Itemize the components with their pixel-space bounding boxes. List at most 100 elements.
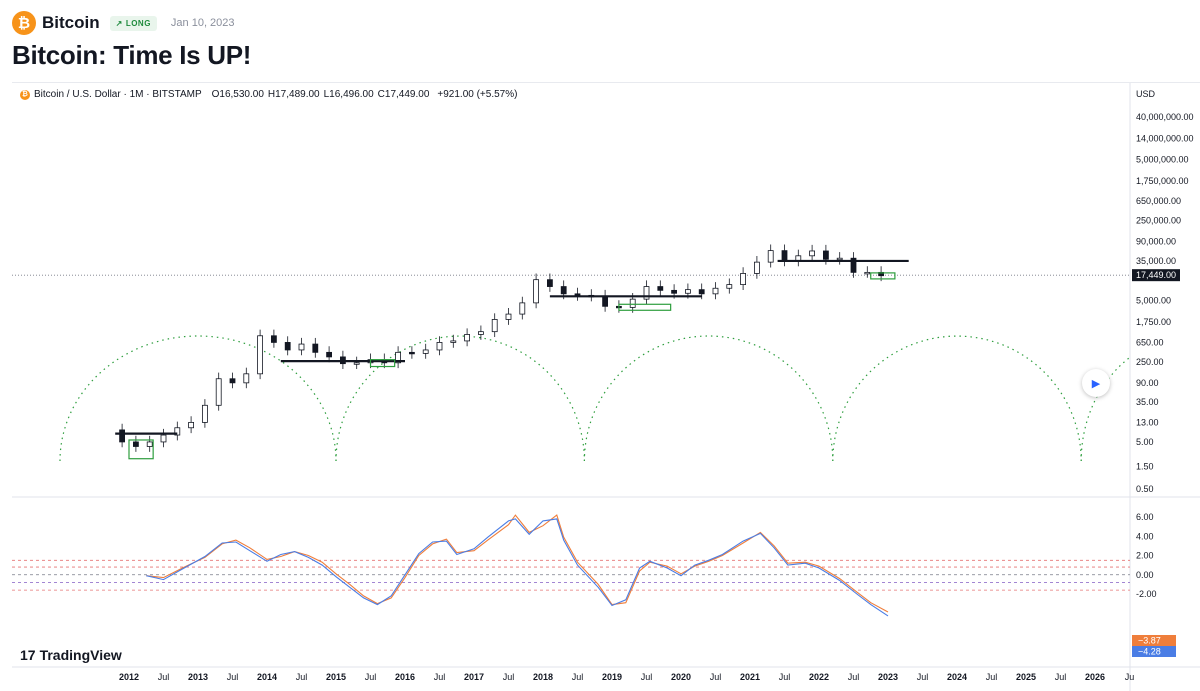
- time-tick-label: 2021: [740, 672, 760, 682]
- candle-body-41: [671, 289, 677, 294]
- time-tick-label: 2012: [119, 672, 139, 682]
- candle-body-28: [491, 319, 498, 333]
- candle-body-55: [864, 271, 871, 275]
- price-tick-label: 1,750.00: [1136, 317, 1171, 327]
- price-tick-label: 250.00: [1136, 357, 1164, 367]
- chart-panel[interactable]: USD 40,000,000.00 14,000,000.00 5,000,000.0…: [12, 82, 1200, 691]
- ohlc-low: L16,496.00: [323, 89, 374, 100]
- currency-label: USD: [1136, 89, 1156, 99]
- candle-body-33: [560, 286, 567, 295]
- candle-body-24: [436, 342, 443, 351]
- price-tick-label: 1,750,000.00: [1136, 176, 1189, 186]
- last-price-tag-bg: [1132, 269, 1180, 282]
- long-badge: ↗ LONG: [109, 15, 157, 31]
- oscillator-tick-label: 0.00: [1136, 570, 1154, 580]
- candle-body-8: [215, 378, 222, 406]
- time-tick-label: Jul: [296, 672, 308, 682]
- time-tick-label: Jul: [503, 672, 515, 682]
- candle-body-23: [422, 349, 429, 354]
- candle-body-54: [850, 257, 857, 273]
- time-tick-label: Jul: [434, 672, 446, 682]
- time-tick-label: 2024: [947, 672, 967, 682]
- candle-body-48: [767, 250, 774, 263]
- oscillator-last-tag-0: −3.87: [1138, 636, 1161, 646]
- candle-body-21: [395, 351, 402, 364]
- price-tick-label: 650,000.00: [1136, 196, 1181, 206]
- candle-body-38: [629, 298, 636, 308]
- instrument-name[interactable]: Bitcoin / U.S. Dollar · 1M · BITSTAMP: [34, 89, 202, 100]
- price-tick-label: 14,000,000.00: [1136, 133, 1194, 143]
- candle-body-18: [353, 362, 360, 365]
- candle-body-29: [505, 313, 512, 320]
- oscillator-tick-label: 2.00: [1136, 551, 1154, 561]
- candle-body-53: [836, 257, 843, 261]
- candle-body-40: [657, 286, 664, 291]
- symbol-link[interactable]: Bitcoin: [42, 13, 100, 32]
- arrow-up-right-icon: ↗: [115, 18, 123, 28]
- time-tick-label: Jul: [710, 672, 722, 682]
- price-tick-label: 5.00: [1136, 437, 1154, 447]
- oscillator-series-0: [146, 514, 889, 613]
- chart-svg[interactable]: USD 40,000,000.00 14,000,000.00 5,000,000.0…: [12, 83, 1200, 691]
- price-tick-label: 250,000.00: [1136, 216, 1181, 226]
- time-tick-label: Jul: [848, 672, 860, 682]
- badge-label: LONG: [125, 18, 151, 28]
- price-tick-label: 0.50: [1136, 484, 1154, 494]
- cycle-arc-3: [832, 335, 1082, 462]
- cycle-arc-1: [335, 335, 585, 462]
- candle-body-10: [243, 373, 250, 384]
- publish-date: Jan 10, 2023: [170, 17, 235, 29]
- candle-body-47: [754, 261, 760, 274]
- price-tick-label: 1.50: [1136, 462, 1154, 472]
- buy-zone-box-2: [618, 303, 672, 311]
- candle-body-15: [312, 343, 319, 353]
- candle-body-42: [685, 289, 691, 294]
- candle-body-13: [284, 342, 291, 351]
- price-tick-label: 5,000.00: [1136, 296, 1171, 306]
- tradingview-name: TradingView: [39, 647, 122, 663]
- buy-zone-box-1: [369, 359, 396, 368]
- time-tick-label: 2022: [809, 672, 829, 682]
- candle-body-6: [188, 421, 195, 429]
- bitcoin-icon: ₿: [20, 89, 30, 100]
- candle-body-25: [450, 340, 457, 343]
- cycle-arc-2: [583, 335, 834, 462]
- time-tick-label: 2015: [326, 672, 346, 682]
- buy-zone-box-0: [128, 439, 154, 460]
- time-tick-label: Jul: [779, 672, 791, 682]
- candle-body-36: [602, 295, 608, 307]
- candle-body-26: [464, 334, 471, 342]
- candle-body-12: [270, 335, 277, 343]
- price-tick-label: 5,000,000.00: [1136, 155, 1189, 165]
- ohlc-change: +921.00 (+5.57%): [437, 89, 518, 100]
- time-tick-label: 2014: [257, 672, 277, 682]
- ohlc-high: H17,489.00: [267, 89, 320, 100]
- time-tick-label: Jul: [365, 672, 377, 682]
- candle-body-7: [201, 404, 208, 423]
- time-tick-label: Jul: [986, 672, 998, 682]
- candle-body-51: [809, 250, 815, 257]
- oscillator-tick-label: 6.00: [1136, 512, 1154, 522]
- candle-body-44: [712, 287, 719, 295]
- candle-body-27: [477, 331, 484, 335]
- time-tick-label: 2020: [671, 672, 691, 682]
- candle-body-39: [643, 286, 650, 300]
- candle-body-5: [174, 427, 181, 436]
- play-icon[interactable]: ▶: [1082, 369, 1110, 397]
- candle-body-45: [726, 284, 733, 289]
- price-tick-label: 40,000,000.00: [1136, 112, 1194, 122]
- candle-body-14: [298, 343, 305, 351]
- time-tick-label: Jul: [917, 672, 929, 682]
- post-title: Bitcoin: Time Is UP!: [12, 40, 252, 70]
- time-tick-label: 2013: [188, 672, 208, 682]
- time-tick-label: Ju: [1125, 672, 1135, 682]
- candle-body-2: [133, 441, 139, 447]
- time-tick-label: Jul: [572, 672, 584, 682]
- time-tick-label: Jul: [158, 672, 170, 682]
- price-tick-label: 650.00: [1136, 337, 1164, 347]
- time-tick-label: 2025: [1016, 672, 1036, 682]
- candle-body-46: [740, 273, 746, 286]
- price-tick-label: 35,000.00: [1136, 256, 1176, 266]
- time-tick-label: Jul: [227, 672, 239, 682]
- time-tick-label: 2026: [1085, 672, 1105, 682]
